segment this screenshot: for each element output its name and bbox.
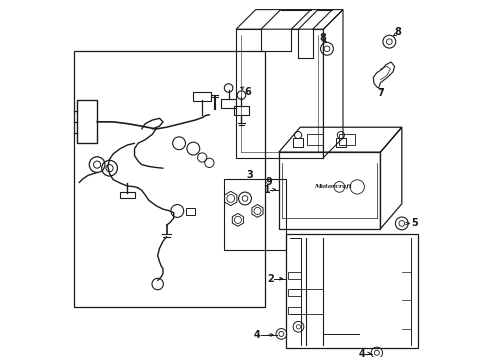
Text: 9: 9 bbox=[266, 177, 272, 188]
Text: 5: 5 bbox=[411, 219, 417, 229]
Bar bbox=[221, 99, 236, 108]
Bar bbox=[293, 138, 303, 147]
Text: 1: 1 bbox=[264, 185, 270, 194]
Bar bbox=[288, 307, 301, 314]
Text: Motorcraft: Motorcraft bbox=[314, 184, 352, 189]
Bar bbox=[186, 208, 195, 215]
Text: 3: 3 bbox=[246, 170, 253, 180]
Bar bbox=[307, 134, 323, 145]
Text: 6: 6 bbox=[244, 86, 251, 96]
Bar bbox=[194, 91, 211, 101]
Text: 4: 4 bbox=[359, 348, 365, 359]
Text: 7: 7 bbox=[377, 88, 384, 98]
Bar bbox=[223, 179, 286, 250]
Bar bbox=[77, 100, 97, 143]
Bar bbox=[288, 271, 301, 279]
Text: 2: 2 bbox=[267, 274, 274, 284]
Bar bbox=[340, 134, 355, 145]
Text: 8: 8 bbox=[319, 33, 326, 43]
Bar bbox=[336, 138, 346, 147]
Bar bbox=[120, 193, 135, 198]
Bar bbox=[234, 106, 248, 115]
Text: 8: 8 bbox=[395, 27, 402, 37]
Text: 4: 4 bbox=[254, 330, 261, 340]
Bar bbox=[286, 234, 418, 348]
Bar bbox=[74, 51, 265, 307]
Bar bbox=[288, 289, 301, 297]
Bar bbox=[279, 152, 380, 229]
